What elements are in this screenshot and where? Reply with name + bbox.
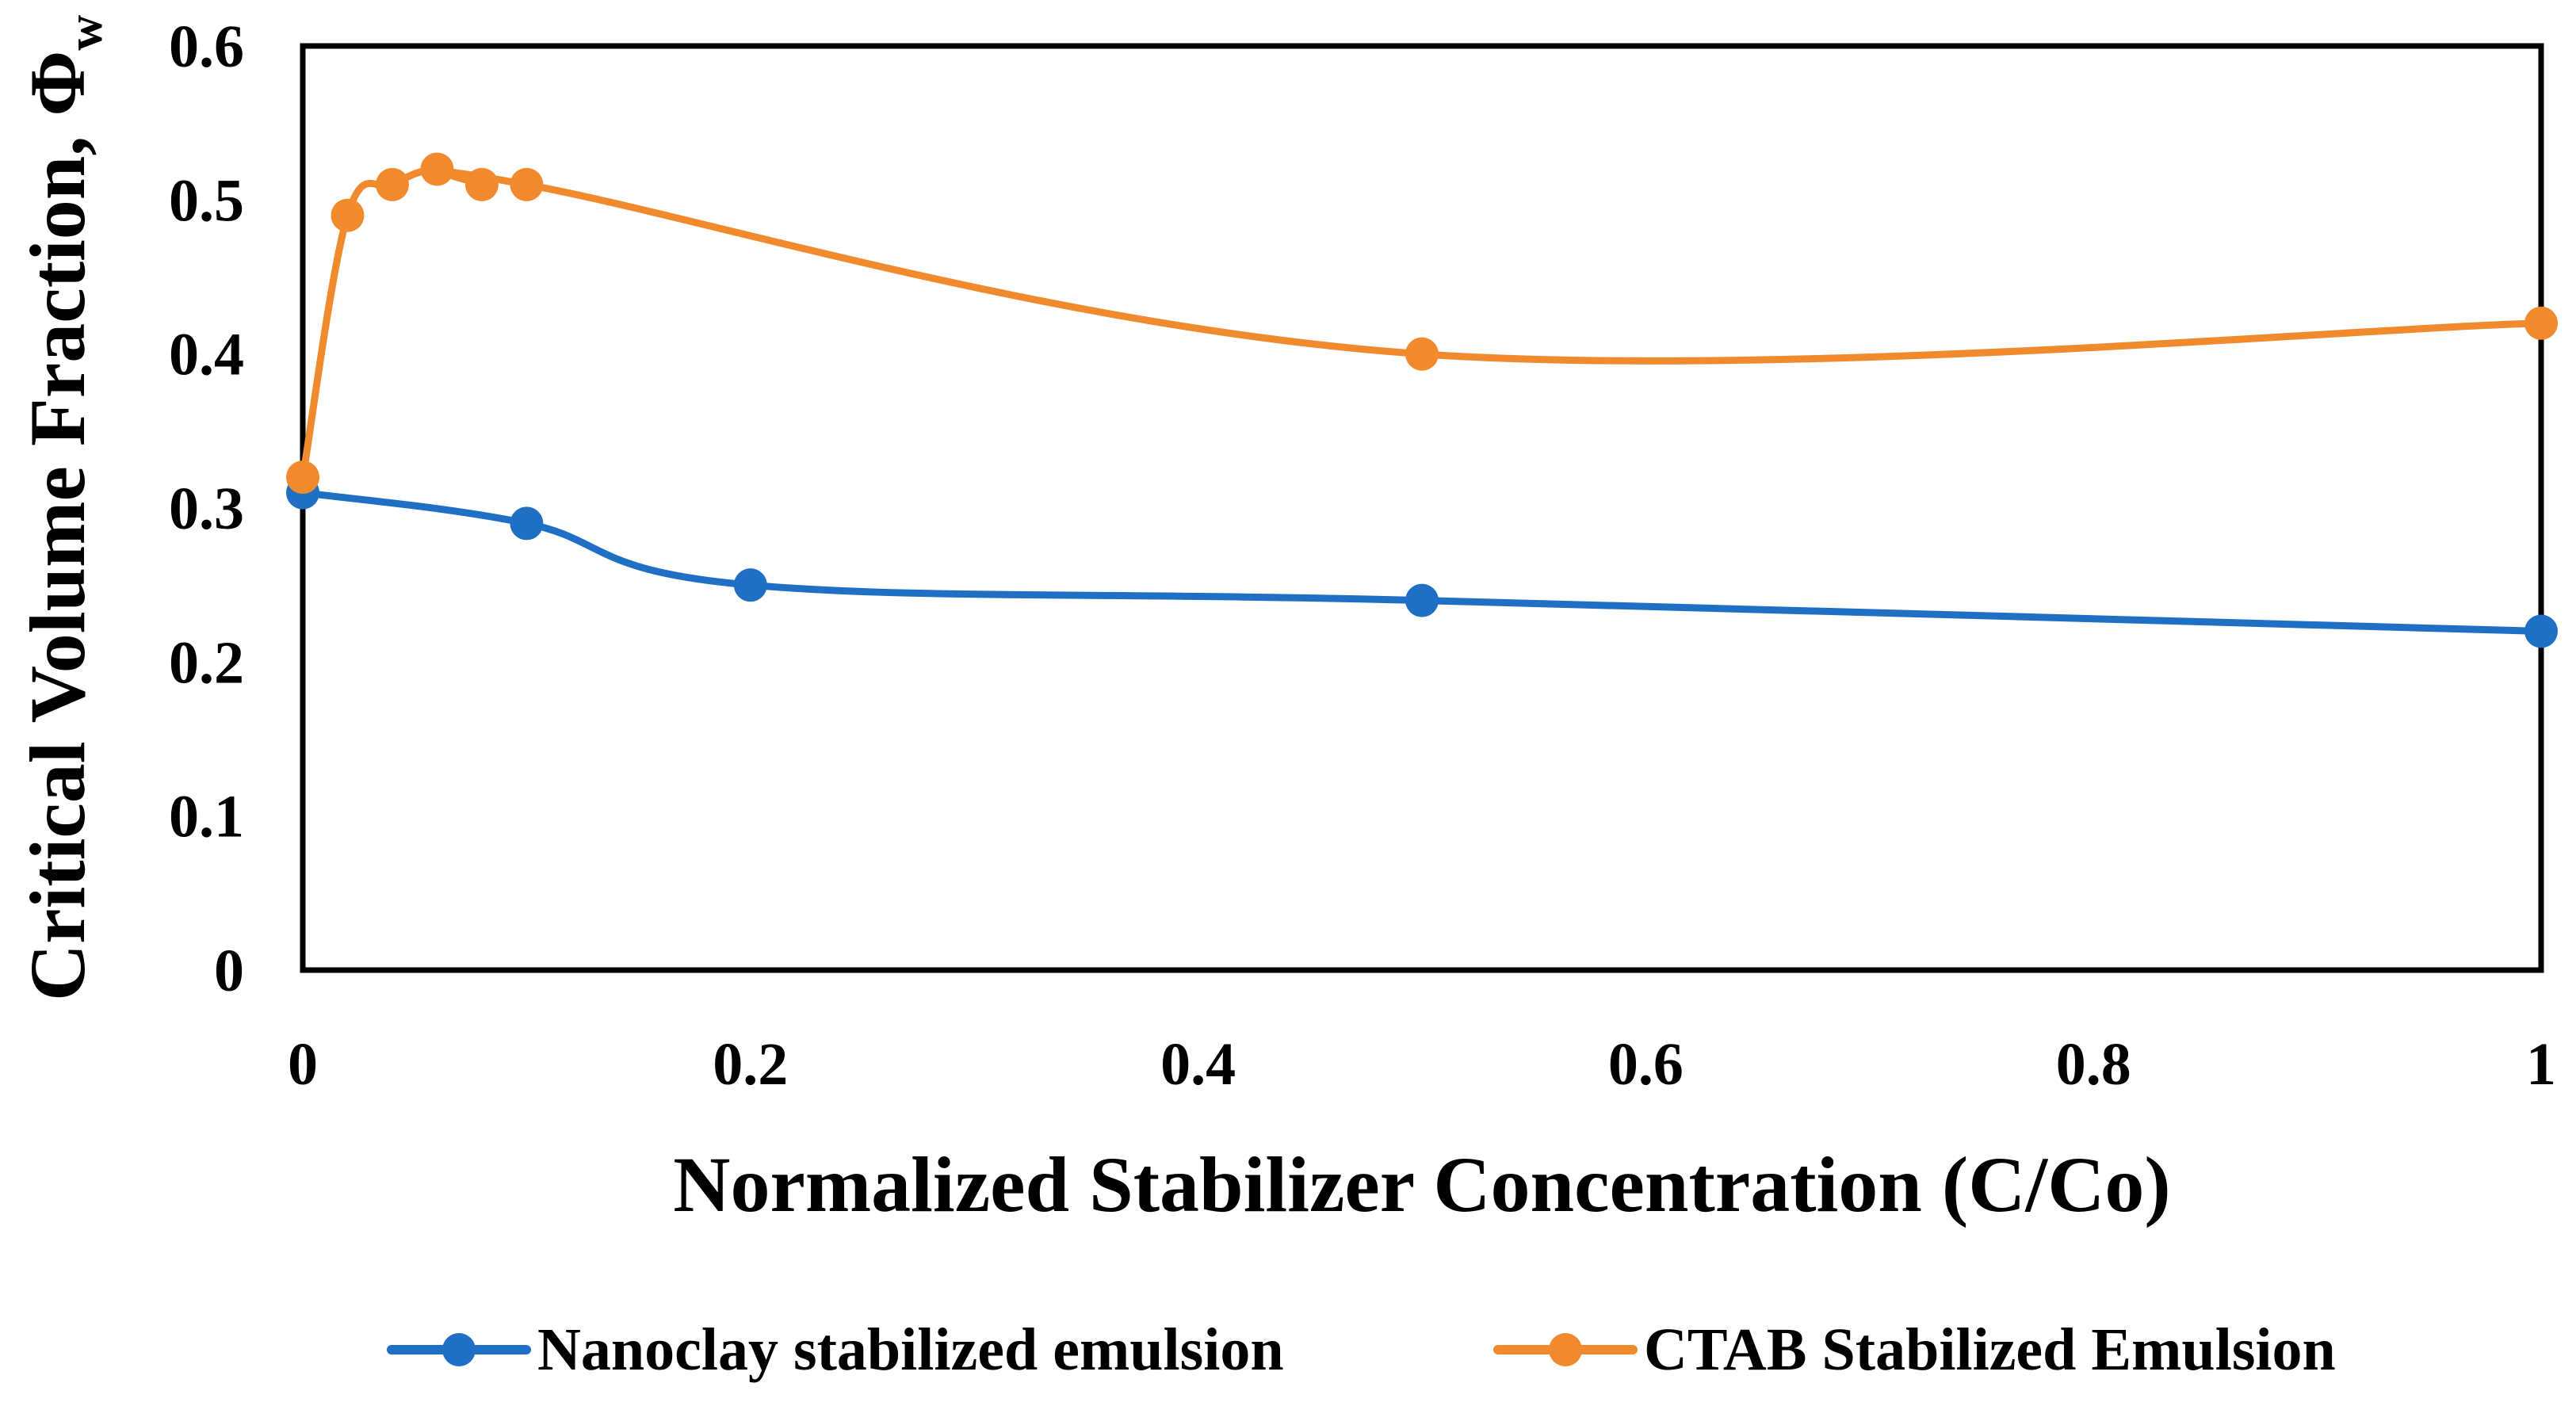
x-axis-tick-labels: 0 0.2 0.4 0.6 0.8 1 [288, 1031, 2556, 1098]
x-tick-label: 0.2 [713, 1031, 788, 1098]
data-point [464, 167, 499, 201]
x-tick-label: 0.8 [2056, 1031, 2131, 1098]
data-point [510, 167, 544, 201]
x-tick-label: 1 [2526, 1031, 2556, 1098]
x-tick-label: 0.4 [1160, 1031, 1236, 1098]
data-point [2524, 614, 2558, 648]
y-tick-label: 0.4 [169, 322, 244, 388]
y-axis-title-subscript: w [59, 15, 113, 51]
data-point [331, 198, 365, 232]
data-point [1405, 337, 1439, 371]
legend-marker-ctab [1549, 1333, 1582, 1366]
data-point [733, 568, 767, 602]
x-tick-label: 0.6 [1608, 1031, 1684, 1098]
y-axis-title: Critical Volume Fraction, Φw [13, 15, 113, 1001]
data-point [2524, 306, 2558, 340]
data-point [1405, 583, 1439, 617]
y-tick-label: 0.1 [169, 784, 244, 850]
x-tick-label: 0 [288, 1031, 318, 1098]
y-tick-label: 0 [214, 938, 244, 1004]
legend-item-ctab: CTAB Stabilized Emulsion [1493, 1316, 2336, 1383]
legend-label-nanoclay: Nanoclay stabilized emulsion [537, 1316, 1284, 1383]
y-tick-label: 0.3 [169, 476, 244, 542]
data-point [375, 167, 409, 201]
y-axis-tick-labels: 0 0.1 0.2 0.3 0.4 0.5 0.6 [169, 13, 244, 1004]
y-tick-label: 0.5 [169, 167, 244, 234]
legend-marker-nanoclay [442, 1333, 476, 1366]
data-point [510, 506, 544, 541]
data-point [286, 460, 319, 495]
legend: Nanoclay stabilized emulsion CTAB Stabil… [387, 1316, 2336, 1383]
y-axis-title-symbol: Φ [13, 51, 101, 117]
legend-item-nanoclay: Nanoclay stabilized emulsion [387, 1316, 1284, 1383]
y-tick-label: 0.2 [169, 629, 244, 696]
y-axis-title-text: Critical Volume Fraction, [13, 117, 101, 1002]
series-layer [286, 152, 2558, 648]
data-point [420, 152, 454, 186]
series-ctab [286, 152, 2558, 495]
y-tick-label: 0.6 [169, 13, 244, 80]
legend-label-ctab: CTAB Stabilized Emulsion [1644, 1316, 2336, 1383]
x-axis-title: Normalized Stabilizer Concentration (C/C… [673, 1140, 2171, 1228]
